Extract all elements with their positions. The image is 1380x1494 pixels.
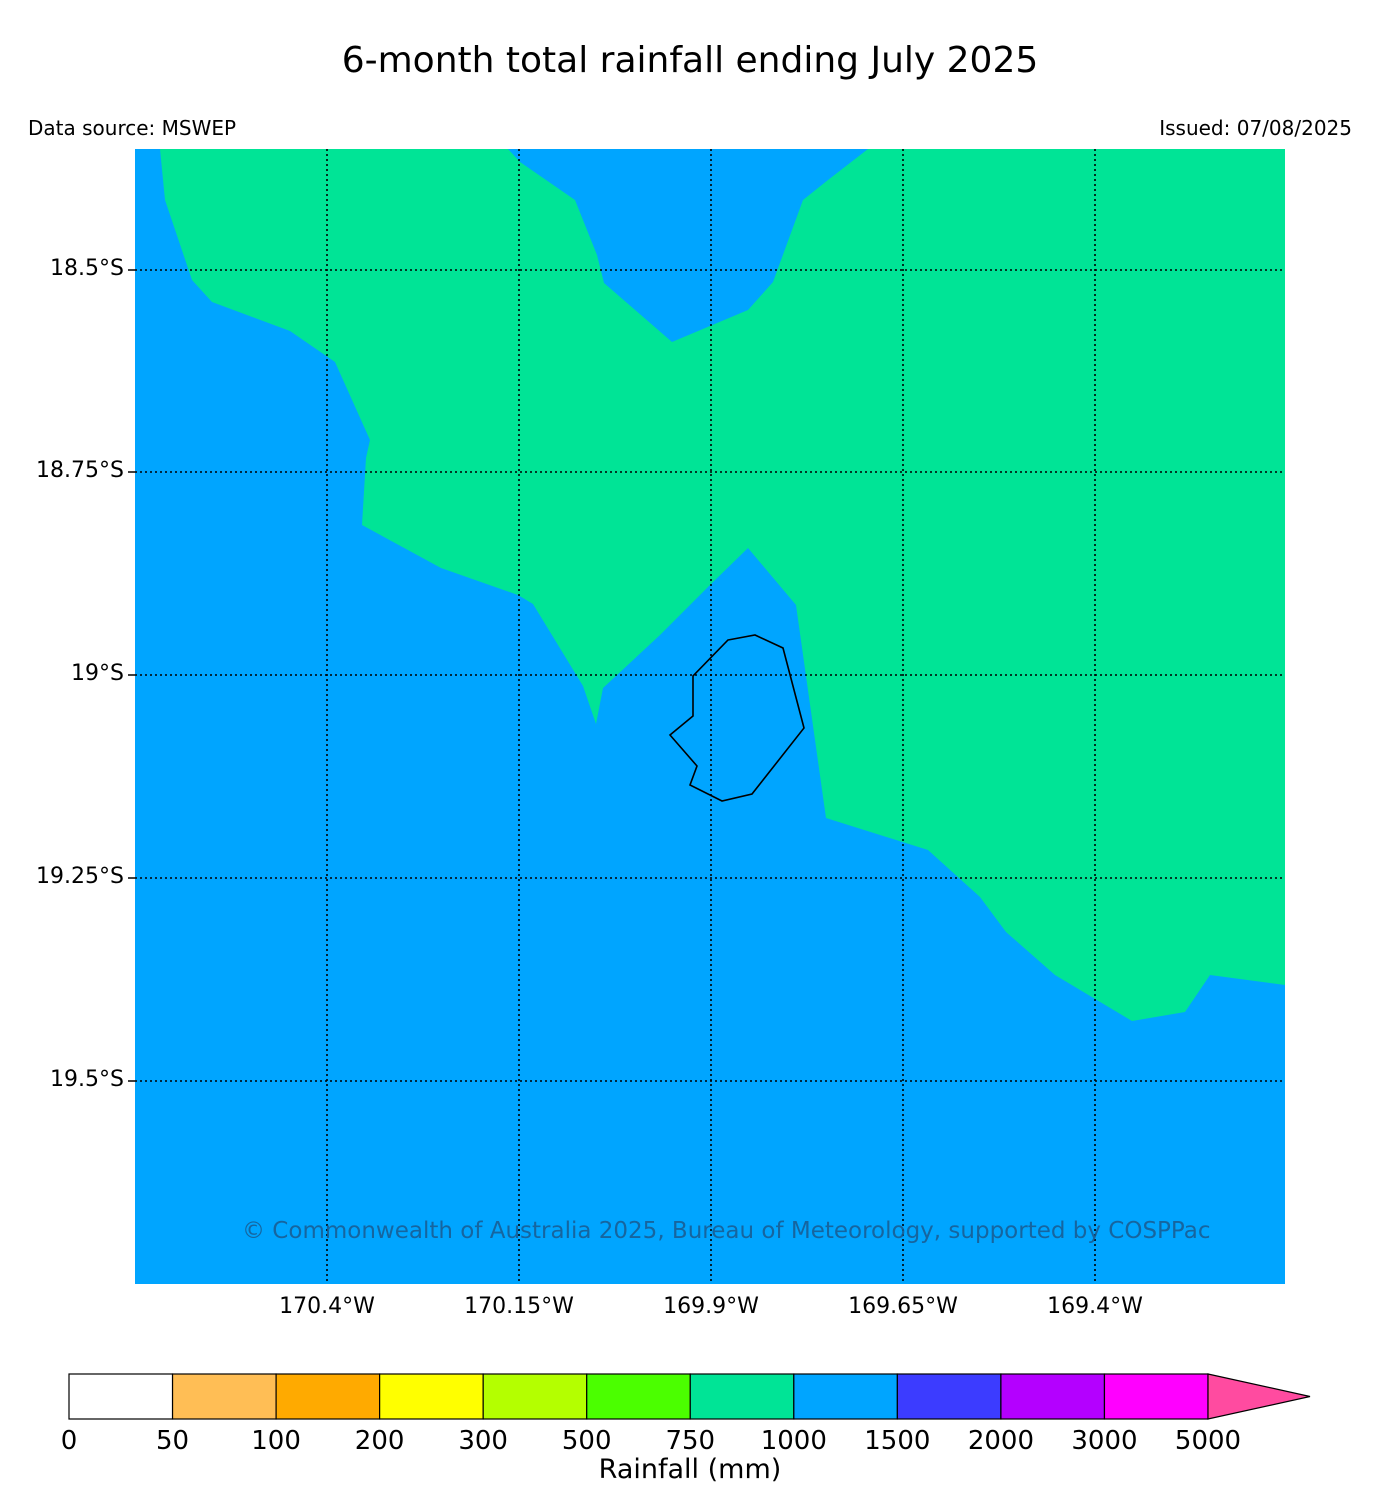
colorbar-segment	[793, 1373, 898, 1420]
lat-ticks	[128, 269, 135, 1082]
colorbar-tick-label: 500	[561, 1426, 612, 1456]
lon-label-169-4: 169.4°W	[1047, 1294, 1143, 1319]
colorbar-tick-label: 200	[354, 1426, 405, 1456]
lat-label-19: 19°S	[71, 661, 124, 686]
issued-date-label: Issued: 07/08/2025	[1159, 116, 1352, 140]
colorbar-tick-label: 50	[155, 1426, 190, 1456]
colorbar-segment	[1103, 1373, 1209, 1420]
colorbar-segment	[482, 1373, 588, 1420]
colorbar-segment	[68, 1373, 174, 1420]
lon-label-170-4: 170.4°W	[279, 1294, 375, 1319]
colorbar-segment	[379, 1373, 484, 1420]
lon-gridlines	[326, 149, 1096, 1284]
colorbar-title: Rainfall (mm)	[598, 1454, 782, 1485]
lon-label-170-15: 170.15°W	[464, 1294, 574, 1319]
colorbar-segment	[689, 1373, 795, 1420]
map-title: 6-month total rainfall ending July 2025	[341, 40, 1039, 81]
lat-label-18-75: 18.75°S	[36, 458, 124, 483]
colorbar-tick-label: 300	[458, 1426, 508, 1456]
colorbar-tick-label: 0	[60, 1426, 78, 1456]
colorbar-extend-arrow	[1207, 1373, 1311, 1420]
lat-label-18-5: 18.5°S	[50, 256, 124, 281]
colorbar-tick-label: 1000	[760, 1426, 827, 1456]
copyright-notice: © Commonwealth of Australia 2025, Bureau…	[242, 1218, 1211, 1244]
lon-label-169-9: 169.9°W	[663, 1294, 759, 1319]
colorbar-tick-label: 3000	[1071, 1426, 1138, 1456]
colorbar-tick-label: 1500	[864, 1426, 931, 1456]
colorbar-segment	[171, 1373, 277, 1420]
data-source-label: Data source: MSWEP	[28, 116, 237, 140]
rainfall-region-750-1000	[160, 149, 1285, 1021]
colorbar-segment	[586, 1373, 691, 1420]
colorbar-segment	[275, 1373, 381, 1420]
island-coastline	[668, 634, 805, 802]
colorbar-tick-label: 100	[251, 1426, 301, 1456]
lat-label-19-5: 19.5°S	[50, 1067, 124, 1092]
lat-label-19-25: 19.25°S	[36, 864, 124, 889]
colorbar-segment	[896, 1373, 1002, 1420]
colorbar	[68, 1373, 1311, 1420]
colorbar-tick-label: 2000	[967, 1426, 1034, 1456]
colorbar-tick-label: 5000	[1174, 1426, 1242, 1456]
colorbar-segment	[1000, 1373, 1106, 1420]
colorbar-tick-label: 750	[665, 1426, 716, 1456]
lon-label-169-65: 169.65°W	[848, 1294, 958, 1319]
